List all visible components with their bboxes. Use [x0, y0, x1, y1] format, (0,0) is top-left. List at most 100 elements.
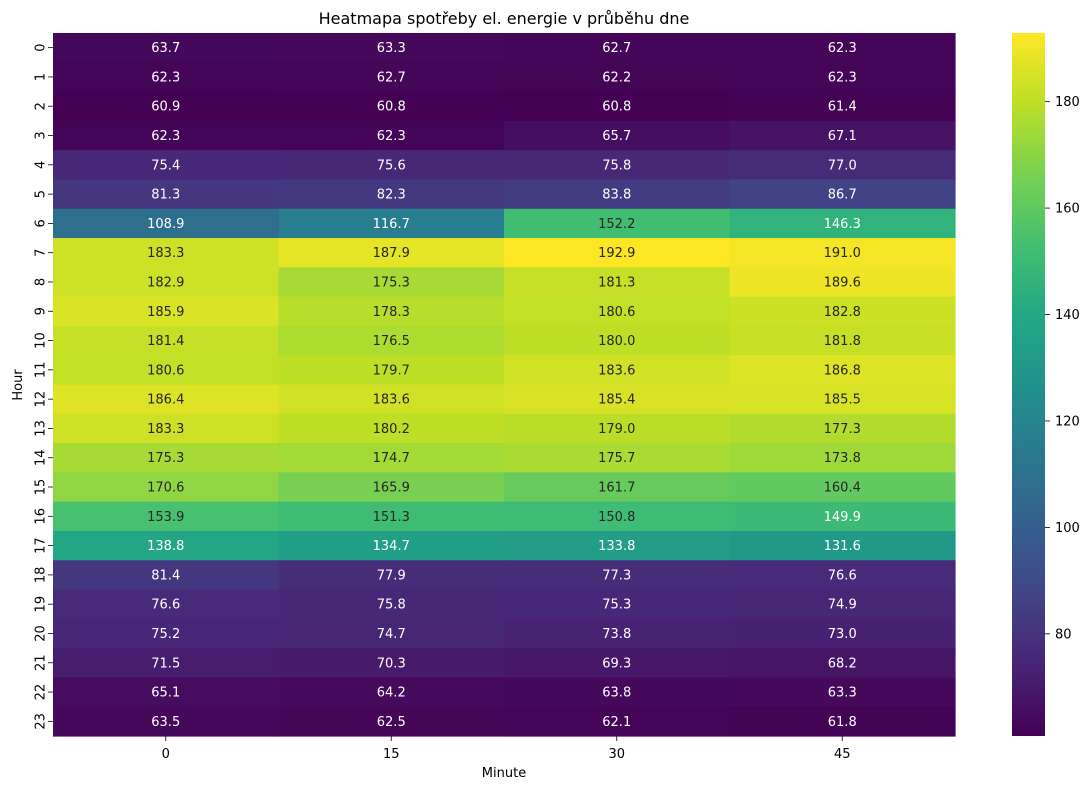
cell-value-label: 62.7 [377, 70, 406, 85]
heatmap-cell [729, 179, 956, 210]
cell-value-label: 175.7 [598, 451, 635, 466]
heatmap-cell [278, 150, 505, 181]
x-tick-label: 15 [383, 747, 400, 762]
cell-value-label: 178.3 [373, 305, 410, 320]
cell-value-label: 82.3 [377, 188, 406, 203]
heatmap-cell [729, 208, 956, 239]
heatmap-cell [504, 443, 731, 473]
cell-value-label: 62.3 [828, 41, 857, 56]
cell-value-label: 160.4 [824, 481, 861, 496]
y-tick-label: 14 [34, 449, 49, 466]
heatmap-cell [504, 296, 731, 327]
heatmap-cell [504, 179, 731, 210]
heatmap-cell [278, 560, 505, 591]
cell-value-label: 152.2 [598, 217, 635, 232]
y-tick-label: 18 [34, 567, 49, 584]
heatmap-cell [729, 267, 956, 298]
cell-value-label: 71.5 [151, 656, 180, 671]
heatmap-cell [53, 560, 280, 591]
heatmap-cell [278, 355, 505, 386]
heatmap-cell [504, 33, 731, 63]
heatmap-cell [53, 648, 280, 679]
cell-value-label: 108.9 [147, 217, 184, 232]
heatmap-cell [504, 472, 731, 503]
y-tick-label: 3 [34, 131, 49, 139]
cell-value-label: 170.6 [147, 481, 184, 496]
cell-value-label: 60.8 [602, 100, 631, 115]
x-axis: 0 15 30 45 [162, 736, 851, 762]
heatmap-cell [504, 384, 731, 415]
heatmap-cell [53, 501, 280, 532]
cell-value-label: 185.9 [147, 305, 184, 320]
chart-title: Heatmapa spotřeby el. energie v průběhu … [319, 9, 690, 28]
heatmap-cell [278, 120, 505, 151]
cell-value-label: 138.8 [147, 539, 184, 554]
cell-value-label: 174.7 [373, 451, 410, 466]
cell-value-label: 63.3 [377, 41, 406, 56]
y-tick-label: 21 [34, 654, 49, 671]
heatmap-cell [278, 501, 505, 532]
cell-value-label: 192.9 [598, 246, 635, 261]
cell-value-label: 131.6 [824, 539, 861, 554]
y-tick-label: 16 [34, 508, 49, 525]
heatmap-cell [278, 413, 505, 444]
heatmap-cell [504, 501, 731, 532]
heatmap-cell [53, 472, 280, 503]
y-tick-label: 13 [34, 420, 49, 437]
heatmap-cell [504, 150, 731, 181]
y-tick-label: 5 [34, 190, 49, 198]
cell-value-label: 185.4 [598, 393, 635, 408]
cell-value-label: 63.3 [828, 686, 857, 701]
cell-value-label: 180.2 [373, 422, 410, 437]
cell-value-label: 77.3 [602, 568, 631, 583]
heatmap-cell [504, 238, 731, 268]
cell-value-label: 181.8 [824, 334, 861, 349]
cell-value-label: 83.8 [602, 188, 631, 203]
heatmap-cell [53, 62, 280, 93]
cell-value-label: 74.9 [828, 598, 857, 613]
heatmap-cell [53, 91, 280, 122]
heatmap-cell [729, 530, 956, 561]
heatmap-cell [53, 325, 280, 356]
heatmap-cell [278, 267, 505, 298]
cell-value-label: 75.3 [602, 598, 631, 613]
heatmap-cell [729, 589, 956, 620]
heatmap-cell [278, 325, 505, 356]
cell-value-label: 62.3 [377, 129, 406, 144]
cell-value-label: 65.1 [151, 686, 180, 701]
cell-value-label: 74.7 [377, 627, 406, 642]
heatmap-cell [504, 618, 731, 649]
cell-value-label: 183.6 [373, 393, 410, 408]
heatmap-cells [53, 33, 956, 737]
heatmap-cell [278, 91, 505, 122]
cell-value-label: 182.8 [824, 305, 861, 320]
cell-value-label: 186.4 [147, 393, 184, 408]
colorbar-axis: 80 100 120 140 160 180 [1045, 95, 1080, 642]
heatmap-cell [729, 648, 956, 679]
heatmap-cell-labels: 63.7 63.3 62.7 62.3 62.3 62.7 62.2 62.3 60.9 60.8… [147, 41, 861, 730]
heatmap-cell [729, 238, 956, 268]
y-tick-label: 22 [34, 684, 49, 701]
heatmap-cell [53, 413, 280, 444]
cell-value-label: 191.0 [824, 246, 861, 261]
heatmap-cell [53, 33, 280, 63]
heatmap-cell [504, 589, 731, 620]
cell-value-label: 133.8 [598, 539, 635, 554]
heatmap-cell [53, 150, 280, 181]
heatmap-cell [53, 384, 280, 415]
cell-value-label: 182.9 [147, 275, 184, 290]
cell-value-label: 149.9 [824, 510, 861, 525]
cell-value-label: 68.2 [828, 656, 857, 671]
y-tick-label: 20 [34, 625, 49, 642]
heatmap-cell [504, 413, 731, 444]
cell-value-label: 67.1 [828, 129, 857, 144]
cell-value-label: 62.2 [602, 70, 631, 85]
cell-value-label: 70.3 [377, 656, 406, 671]
x-tick-label: 0 [162, 747, 170, 762]
heatmap-cell [729, 443, 956, 473]
heatmap-cell [53, 296, 280, 327]
cell-value-label: 183.3 [147, 246, 184, 261]
heatmap-cell [278, 589, 505, 620]
y-tick-label: 1 [34, 73, 49, 81]
